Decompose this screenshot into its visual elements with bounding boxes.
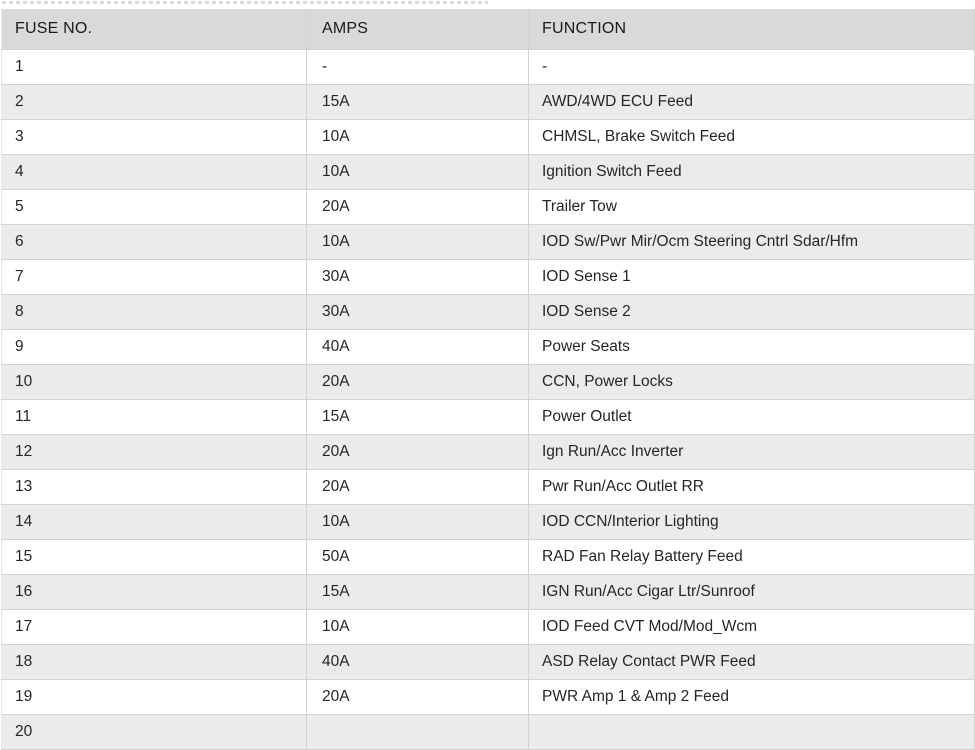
table-row: 11 15A Power Outlet xyxy=(1,399,975,435)
function-cell: AWD/4WD ECU Feed xyxy=(528,84,975,120)
table-row: 13 20A Pwr Run/Acc Outlet RR xyxy=(1,469,975,505)
function-cell: PWR Amp 1 & Amp 2 Feed xyxy=(528,679,975,715)
fuse-no-cell: 19 xyxy=(1,679,307,715)
amps-cell: 20A xyxy=(306,469,529,505)
table-row: 8 30A IOD Sense 2 xyxy=(1,294,975,330)
function-cell: IGN Run/Acc Cigar Ltr/Sunroof xyxy=(528,574,975,610)
amps-cell: 15A xyxy=(306,574,529,610)
table-row: 5 20A Trailer Tow xyxy=(1,189,975,225)
amps-cell: 40A xyxy=(306,644,529,680)
table-row: 16 15A IGN Run/Acc Cigar Ltr/Sunroof xyxy=(1,574,975,610)
amps-cell: 20A xyxy=(306,364,529,400)
amps-cell: 20A xyxy=(306,189,529,225)
col-header-fuse-no: FUSE NO. xyxy=(1,9,307,50)
col-header-function: FUNCTION xyxy=(528,9,975,50)
table-row: 3 10A CHMSL, Brake Switch Feed xyxy=(1,119,975,155)
function-cell: CHMSL, Brake Switch Feed xyxy=(528,119,975,155)
fuse-no-cell: 8 xyxy=(1,294,307,330)
cropped-content-above-table xyxy=(0,0,975,9)
fuse-table-body: 1- -2 15A AWD/4WD ECU Feed 3 10A CHMSL, Brake … xyxy=(1,49,975,750)
table-row: 18 40A ASD Relay Contact PWR Feed xyxy=(1,644,975,680)
fuse-no-cell: 2 xyxy=(1,84,307,120)
fuse-box-table: FUSE NO. AMPS FUNCTION 1- -2 15A AWD/4WD EC… xyxy=(1,9,975,750)
fuse-no-cell: 15 xyxy=(1,539,307,575)
amps-cell: 10A xyxy=(306,224,529,260)
function-cell: CCN, Power Locks xyxy=(528,364,975,400)
amps-cell: 30A xyxy=(306,259,529,295)
amps-cell: 10A xyxy=(306,504,529,540)
amps-cell: 10A xyxy=(306,154,529,190)
fuse-no-cell: 5 xyxy=(1,189,307,225)
cropped-text-remnant xyxy=(2,1,488,4)
table-row: 12 20A Ign Run/Acc Inverter xyxy=(1,434,975,470)
fuse-no-cell: 7 xyxy=(1,259,307,295)
header-row: FUSE NO. AMPS FUNCTION xyxy=(1,9,975,50)
function-cell: IOD Sw/Pwr Mir/Ocm Steering Cntrl Sdar/H… xyxy=(528,224,975,260)
amps-cell: 15A xyxy=(306,84,529,120)
fuse-no-cell: 17 xyxy=(1,609,307,645)
table-row: 7 30A IOD Sense 1 xyxy=(1,259,975,295)
fuse-no-cell: 18 xyxy=(1,644,307,680)
fuse-no-cell: 3 xyxy=(1,119,307,155)
amps-cell: 20A xyxy=(306,434,529,470)
function-cell: ASD Relay Contact PWR Feed xyxy=(528,644,975,680)
function-cell: RAD Fan Relay Battery Feed xyxy=(528,539,975,575)
amps-cell: 15A xyxy=(306,399,529,435)
amps-cell: 40A xyxy=(306,329,529,365)
fuse-no-cell: 10 xyxy=(1,364,307,400)
table-row: 14 10A IOD CCN/Interior Lighting xyxy=(1,504,975,540)
table-row: 2 15A AWD/4WD ECU Feed xyxy=(1,84,975,120)
function-cell: Power Outlet xyxy=(528,399,975,435)
function-cell: Ign Run/Acc Inverter xyxy=(528,434,975,470)
fuse-no-cell: 12 xyxy=(1,434,307,470)
fuse-no-cell: 13 xyxy=(1,469,307,505)
table-row: 4 10A Ignition Switch Feed xyxy=(1,154,975,190)
function-cell: IOD CCN/Interior Lighting xyxy=(528,504,975,540)
fuse-no-cell: 14 xyxy=(1,504,307,540)
amps-cell: - xyxy=(306,49,529,85)
table-row: 6 10A IOD Sw/Pwr Mir/Ocm Steering Cntrl Sd… xyxy=(1,224,975,260)
function-cell: Trailer Tow xyxy=(528,189,975,225)
table-row: 19 20A PWR Amp 1 & Amp 2 Feed xyxy=(1,679,975,715)
function-cell: Pwr Run/Acc Outlet RR xyxy=(528,469,975,505)
table-row: 17 10A IOD Feed CVT Mod/Mod_Wcm xyxy=(1,609,975,645)
table-row: 1-- xyxy=(1,49,975,85)
fuse-no-cell: 11 xyxy=(1,399,307,435)
function-cell: IOD Feed CVT Mod/Mod_Wcm xyxy=(528,609,975,645)
fuse-no-cell: 16 xyxy=(1,574,307,610)
table-row: 10 20A CCN, Power Locks xyxy=(1,364,975,400)
fuse-no-cell: 9 xyxy=(1,329,307,365)
function-cell: Ignition Switch Feed xyxy=(528,154,975,190)
function-cell: - xyxy=(528,49,975,85)
amps-cell: 10A xyxy=(306,119,529,155)
amps-cell: 10A xyxy=(306,609,529,645)
function-cell: Power Seats xyxy=(528,329,975,365)
amps-cell: 20A xyxy=(306,679,529,715)
function-cell: IOD Sense 1 xyxy=(528,259,975,295)
fuse-no-cell: 6 xyxy=(1,224,307,260)
table-row: 15 50A RAD Fan Relay Battery Feed xyxy=(1,539,975,575)
amps-cell: 30A xyxy=(306,294,529,330)
fuse-no-cell: 1 xyxy=(1,49,307,85)
col-header-amps: AMPS xyxy=(306,9,529,50)
function-cell: IOD Sense 2 xyxy=(528,294,975,330)
table-row: 9 40A Power Seats xyxy=(1,329,975,365)
fuse-no-cell: 4 xyxy=(1,154,307,190)
amps-cell: 50A xyxy=(306,539,529,575)
